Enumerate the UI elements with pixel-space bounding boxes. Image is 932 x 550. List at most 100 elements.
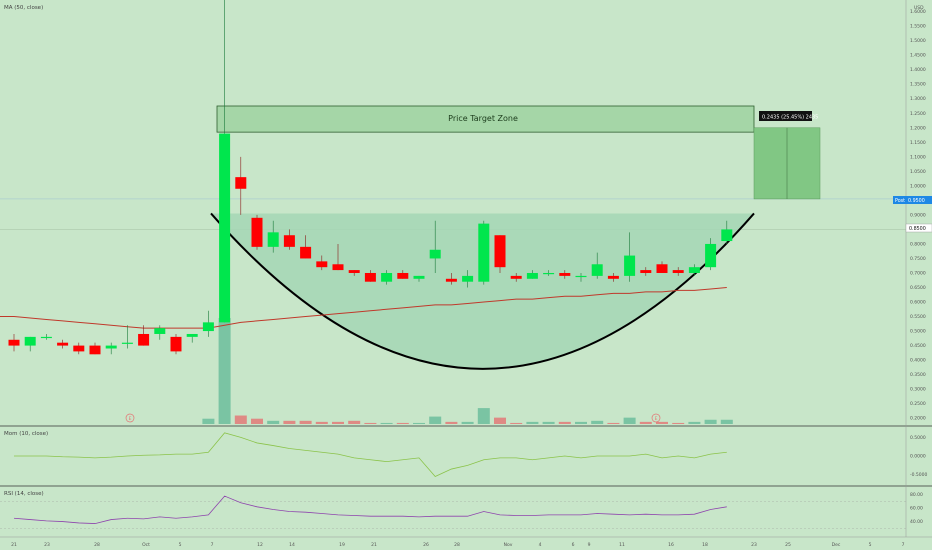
volume-bar bbox=[364, 422, 377, 424]
volume-bar bbox=[607, 422, 620, 424]
volume-bar bbox=[494, 417, 506, 424]
rsi-tick-label: 60.00 bbox=[910, 506, 923, 512]
time-tick-label: 6 bbox=[572, 542, 575, 548]
target-zone[interactable] bbox=[216, 105, 821, 200]
volume-bar bbox=[656, 421, 668, 424]
mom-tick-label: -0.5000 bbox=[910, 472, 928, 478]
post-price: 0.9500 bbox=[908, 198, 925, 204]
time-tick-label: 12 bbox=[257, 542, 263, 548]
price-target-zone-label[interactable]: Price Target Zone bbox=[448, 114, 518, 123]
candle-body bbox=[413, 275, 425, 279]
time-tick-label: 14 bbox=[289, 542, 295, 548]
price-tick-label: 0.6000 bbox=[910, 300, 926, 306]
price-tick-label: 0.7500 bbox=[910, 256, 926, 262]
time-tick-label: 9 bbox=[588, 542, 591, 548]
time-tick-label: 28 bbox=[94, 542, 100, 548]
candle-body bbox=[57, 342, 69, 346]
volume-bar bbox=[202, 418, 215, 424]
measure-label-bg bbox=[759, 111, 812, 121]
time-tick-label: Dec bbox=[832, 542, 841, 548]
candle-body bbox=[591, 264, 603, 276]
volume-bar bbox=[267, 420, 280, 424]
mom-tick-label: 0.5000 bbox=[910, 435, 926, 441]
candle-body bbox=[332, 264, 344, 271]
post-label: Post bbox=[895, 198, 905, 204]
momentum-line bbox=[14, 432, 727, 478]
volume-bar bbox=[445, 421, 458, 424]
candle-body bbox=[559, 272, 571, 276]
volume-bar bbox=[234, 415, 247, 424]
candle-body bbox=[688, 267, 700, 273]
candle-body bbox=[186, 333, 198, 337]
cup-shape[interactable] bbox=[210, 212, 755, 370]
time-tick-label: 18 bbox=[702, 542, 708, 548]
time-tick-label: Nov bbox=[504, 542, 513, 548]
candle-body bbox=[575, 275, 587, 278]
earnings-marker-label: E bbox=[129, 416, 132, 422]
candle-body bbox=[526, 272, 538, 279]
time-tick-label: 7 bbox=[211, 542, 214, 548]
volume-bar bbox=[526, 421, 539, 424]
candles bbox=[8, 0, 733, 355]
currency-label: USD bbox=[914, 5, 924, 11]
volume-bar bbox=[429, 416, 442, 424]
price-tick-label: 1.5000 bbox=[910, 38, 926, 44]
candle-body bbox=[381, 272, 393, 282]
ma-indicator-title[interactable]: MA (50, close) bbox=[4, 5, 43, 11]
candle-body bbox=[89, 345, 101, 355]
price-tick-label: 1.1500 bbox=[910, 140, 926, 146]
price-tick-label: 1.2000 bbox=[910, 125, 926, 131]
volume-bar bbox=[380, 422, 393, 424]
price-tick-label: 0.3500 bbox=[910, 372, 926, 378]
candle-body bbox=[24, 336, 36, 346]
time-tick-label: 5 bbox=[869, 542, 872, 548]
candle-body bbox=[235, 177, 247, 189]
last-price: 0.8500 bbox=[909, 226, 926, 232]
candle-body bbox=[251, 217, 263, 247]
candle-body bbox=[445, 278, 457, 282]
volume-bar bbox=[218, 318, 231, 424]
price-tick-label: 0.2500 bbox=[910, 401, 926, 407]
time-tick-label: 16 bbox=[668, 542, 674, 548]
volume-bar bbox=[477, 408, 490, 424]
volume-bar bbox=[688, 421, 701, 424]
price-tick-label: 1.4000 bbox=[910, 67, 926, 73]
volume-bar bbox=[299, 420, 312, 424]
earnings-marker-icon[interactable] bbox=[651, 413, 661, 423]
price-tick-label: 0.3000 bbox=[910, 387, 926, 393]
price-tick-label: 0.8000 bbox=[910, 241, 926, 247]
rsi-tick-label: 40.00 bbox=[910, 519, 923, 525]
post-price-tag bbox=[893, 196, 932, 204]
volume-bar bbox=[542, 421, 555, 424]
candle-body bbox=[40, 336, 52, 339]
candle-body bbox=[121, 342, 133, 344]
candle-body bbox=[364, 272, 376, 282]
mom-indicator-title[interactable]: Mom (10, close) bbox=[4, 431, 48, 437]
rsi-line bbox=[13, 495, 727, 524]
mom-tick-label: 0.0000 bbox=[910, 454, 926, 460]
candle-body bbox=[672, 270, 684, 273]
time-tick-label: 7 bbox=[902, 542, 905, 548]
earnings-marker-icon[interactable] bbox=[125, 413, 135, 423]
volume-bar bbox=[413, 422, 425, 424]
volume-bar bbox=[639, 421, 652, 424]
price-tick-label: 0.4000 bbox=[910, 358, 926, 364]
price-tick-label: 1.4500 bbox=[910, 53, 926, 59]
price-tick-label: 1.0500 bbox=[910, 169, 926, 175]
candle-body bbox=[316, 261, 328, 268]
time-axis[interactable]: 21 23 28 Oct 5 7 12 14 19 21 26 28 Nov 4 6 9 11 16 18 23 25 D… bbox=[11, 542, 904, 548]
price-tick-label: 0.5000 bbox=[910, 329, 926, 335]
rsi-indicator-title[interactable]: RSI (14, close) bbox=[4, 491, 44, 497]
candle-body bbox=[656, 264, 668, 273]
candle-body bbox=[73, 345, 85, 352]
volume-bar bbox=[348, 420, 361, 424]
last-price-tag bbox=[905, 223, 932, 233]
candle-body bbox=[202, 322, 214, 332]
candle-body bbox=[640, 270, 652, 273]
candle-body bbox=[478, 223, 490, 282]
price-tick-label: 0.9000 bbox=[910, 212, 926, 218]
price-tick-label: 0.6500 bbox=[910, 285, 926, 291]
price-tick-label: 0.5500 bbox=[910, 314, 926, 320]
candle-body bbox=[624, 255, 636, 276]
